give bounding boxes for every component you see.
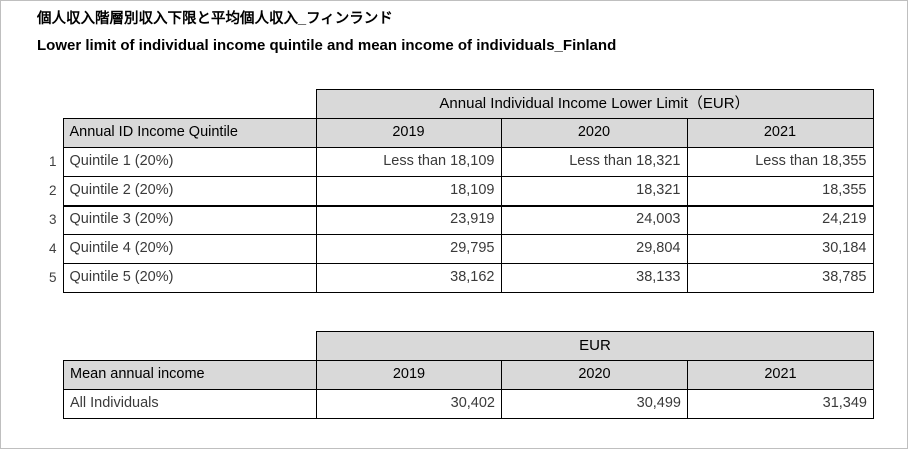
page-title-japanese: 個人収入階層別収入下限と平均個人収入_フィンランド <box>37 11 393 27</box>
table-row: All Individuals 30,402 30,499 31,349 <box>63 389 874 419</box>
row-number: 5 <box>41 263 63 293</box>
gutter-spacer <box>41 119 63 148</box>
row-label: Quintile 2 (20%) <box>62 176 317 206</box>
table-row: 2 Quintile 2 (20%) 18,109 18,321 18,355 <box>41 176 874 206</box>
cell-2019: 29,795 <box>315 234 502 264</box>
cell-2020: 18,321 <box>500 176 688 206</box>
table-group-header-row: Annual Individual Income Lower Limit（EUR… <box>41 89 874 119</box>
table-group-header-row: EUR <box>64 331 874 361</box>
cell-2021: 18,355 <box>686 176 874 206</box>
cell-2021: 30,184 <box>686 234 874 264</box>
row-label: Quintile 3 (20%) <box>62 204 317 235</box>
cell-2021: Less than 18,355 <box>686 147 874 177</box>
table-row: 5 Quintile 5 (20%) 38,162 38,133 38,785 <box>41 263 874 293</box>
mean-annual-income-column-header: Mean annual income <box>63 360 317 390</box>
cell-2021: 38,785 <box>686 263 874 293</box>
row-number: 1 <box>41 147 63 177</box>
table-row: 4 Quintile 4 (20%) 29,795 29,804 30,184 <box>41 234 874 264</box>
cell-2019: 30,402 <box>316 389 502 419</box>
eur-header: EUR <box>316 331 874 361</box>
cell-2019: 18,109 <box>315 176 502 206</box>
label-spacer <box>63 90 316 119</box>
gutter-spacer <box>41 90 63 119</box>
table-year-header-row: Annual ID Income Quintile 2019 2020 2021 <box>41 118 874 148</box>
mean-income-table: EUR Mean annual income 2019 2020 2021 Al… <box>63 331 874 419</box>
cell-2019: 38,162 <box>315 263 502 293</box>
year-header-2020: 2020 <box>500 118 688 148</box>
table-row: 1 Quintile 1 (20%) Less than 18,109 Less… <box>41 147 874 177</box>
income-quintile-table: Annual Individual Income Lower Limit（EUR… <box>41 89 874 293</box>
cell-2021: 24,219 <box>686 204 874 235</box>
quintile-column-header: Annual ID Income Quintile <box>62 118 317 148</box>
row-label: Quintile 1 (20%) <box>62 147 317 177</box>
row-label: All Individuals <box>63 389 317 419</box>
cell-2020: 30,499 <box>501 389 688 419</box>
cell-2019: Less than 18,109 <box>315 147 502 177</box>
annual-income-lower-limit-header: Annual Individual Income Lower Limit（EUR… <box>315 89 874 119</box>
table-year-header-row: Mean annual income 2019 2020 2021 <box>63 360 874 390</box>
cell-2020: 38,133 <box>500 263 688 293</box>
page-title-english: Lower limit of individual income quintil… <box>37 37 617 54</box>
cell-2020: Less than 18,321 <box>500 147 688 177</box>
row-number: 4 <box>41 234 63 264</box>
row-number: 3 <box>41 205 63 235</box>
table-row: 3 Quintile 3 (20%) 23,919 24,003 24,219 <box>41 204 874 235</box>
cell-2020: 24,003 <box>500 204 688 235</box>
label-spacer <box>64 332 317 361</box>
cell-2020: 29,804 <box>500 234 688 264</box>
row-label: Quintile 4 (20%) <box>62 234 317 264</box>
year-header-2021: 2021 <box>687 360 874 390</box>
row-number: 2 <box>41 176 63 206</box>
year-header-2021: 2021 <box>686 118 874 148</box>
year-header-2019: 2019 <box>315 118 502 148</box>
row-label: Quintile 5 (20%) <box>62 263 317 293</box>
year-header-2020: 2020 <box>501 360 688 390</box>
cell-2019: 23,919 <box>315 204 502 235</box>
year-header-2019: 2019 <box>316 360 502 390</box>
cell-2021: 31,349 <box>687 389 874 419</box>
